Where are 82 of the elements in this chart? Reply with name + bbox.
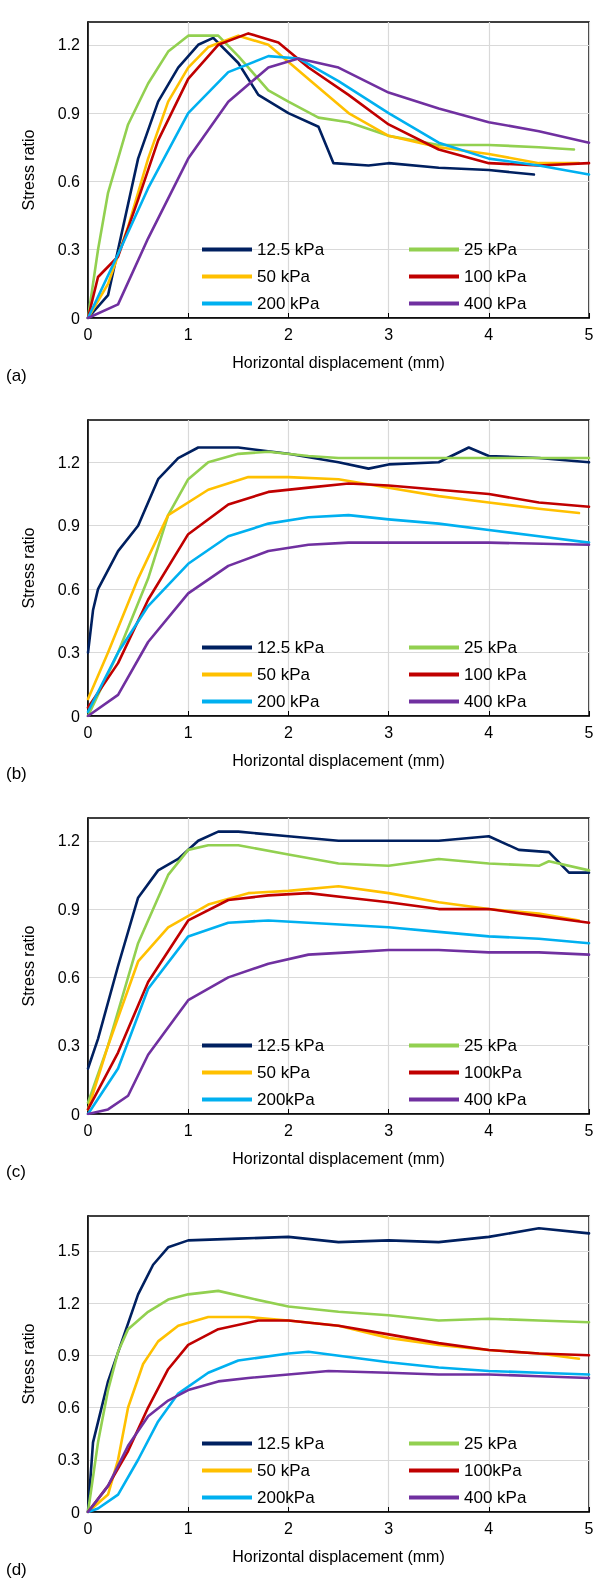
y-tick-label: 1.2 — [57, 36, 81, 54]
legend-label: 25 kPa — [464, 1434, 518, 1453]
x-tick-label: 4 — [484, 723, 494, 741]
x-tick-label: 0 — [83, 1121, 93, 1139]
legend-label: 100 kPa — [464, 665, 527, 684]
legend-label: 12.5 kPa — [257, 1434, 325, 1453]
x-tick-label: 1 — [183, 1121, 193, 1139]
x-tick-label: 4 — [484, 325, 494, 343]
x-tick-label: 2 — [283, 1519, 293, 1537]
legend-label: 50 kPa — [257, 267, 311, 286]
legend-label: 25 kPa — [464, 1036, 518, 1055]
legend-label: 200 kPa — [257, 692, 320, 711]
x-axis-title: Horizontal displacement (mm) — [232, 1149, 445, 1167]
y-tick-label: 0 — [71, 707, 81, 725]
legend-label: 200kPa — [257, 1488, 316, 1507]
y-tick-label: 0 — [71, 309, 81, 327]
y-tick-label: 0.3 — [57, 1451, 81, 1469]
y-tick-label: 0.3 — [57, 241, 81, 259]
x-axis-title: Horizontal displacement (mm) — [232, 353, 445, 371]
legend-label: 12.5 kPa — [257, 638, 325, 657]
y-tick-label: 0.6 — [57, 1399, 81, 1417]
x-tick-label: 1 — [183, 325, 193, 343]
x-tick-label: 5 — [584, 723, 594, 741]
legend-label: 100kPa — [464, 1063, 523, 1082]
x-tick-label: 0 — [83, 1519, 93, 1537]
x-tick-label: 5 — [584, 325, 594, 343]
y-tick-label: 1.2 — [57, 832, 81, 850]
y-axis-title: Stress ratio — [19, 1323, 37, 1405]
legend-label: 50 kPa — [257, 1461, 311, 1480]
y-tick-label: 0.6 — [57, 580, 81, 598]
y-tick-label: 0.9 — [57, 104, 81, 122]
legend-label: 400 kPa — [464, 294, 527, 313]
x-tick-label: 0 — [83, 723, 93, 741]
y-tick-label: 0.9 — [57, 1346, 81, 1364]
y-tick-label: 0 — [71, 1105, 81, 1123]
x-tick-label: 2 — [283, 325, 293, 343]
y-tick-label: 1.2 — [57, 1294, 81, 1312]
y-tick-label: 1.5 — [57, 1242, 81, 1260]
x-tick-label: 3 — [384, 1519, 394, 1537]
x-tick-label: 2 — [283, 723, 293, 741]
text: (d) — [6, 1560, 27, 1579]
x-tick-label: 3 — [384, 325, 394, 343]
legend-label: 400 kPa — [464, 692, 527, 711]
y-tick-label: 0.3 — [57, 1037, 81, 1055]
x-tick-label: 5 — [584, 1121, 594, 1139]
legend-label: 400 kPa — [464, 1488, 527, 1507]
y-tick-label: 0.6 — [57, 968, 81, 986]
y-axis-title: Stress ratio — [19, 925, 37, 1007]
y-axis-title: Stress ratio — [19, 129, 37, 211]
x-tick-label: 0 — [83, 325, 93, 343]
y-tick-label: 0.9 — [57, 900, 81, 918]
x-tick-label: 4 — [484, 1519, 494, 1537]
text: (a) — [6, 366, 27, 385]
y-tick-label: 0 — [71, 1503, 81, 1521]
x-tick-label: 3 — [384, 1121, 394, 1139]
y-axis-title: Stress ratio — [19, 527, 37, 609]
line-series — [86, 844, 591, 1104]
x-tick-label: 3 — [384, 723, 394, 741]
legend-label: 100 kPa — [464, 267, 527, 286]
y-tick-label: 0.3 — [57, 644, 81, 662]
legend-label: 100kPa — [464, 1461, 523, 1480]
legend-label: 200kPa — [257, 1090, 316, 1109]
x-axis-title: Horizontal displacement (mm) — [232, 1547, 445, 1565]
x-tick-label: 1 — [183, 723, 193, 741]
x-tick-label: 4 — [484, 1121, 494, 1139]
legend-label: 25 kPa — [464, 638, 518, 657]
legend-label: 12.5 kPa — [257, 1036, 325, 1055]
x-tick-label: 5 — [584, 1519, 594, 1537]
legend-label: 50 kPa — [257, 665, 311, 684]
text: (b) — [6, 764, 27, 783]
legend-label: 400 kPa — [464, 1090, 527, 1109]
x-tick-label: 1 — [183, 1519, 193, 1537]
legend-label: 50 kPa — [257, 1063, 311, 1082]
legend-label: 25 kPa — [464, 240, 518, 259]
y-tick-label: 0.9 — [57, 517, 81, 535]
y-tick-label: 0.6 — [57, 172, 81, 190]
x-tick-label: 2 — [283, 1121, 293, 1139]
legend-label: 12.5 kPa — [257, 240, 325, 259]
text: (c) — [6, 1162, 26, 1181]
x-axis-title: Horizontal displacement (mm) — [232, 751, 445, 769]
legend-label: 200 kPa — [257, 294, 320, 313]
y-tick-label: 1.2 — [57, 453, 81, 471]
